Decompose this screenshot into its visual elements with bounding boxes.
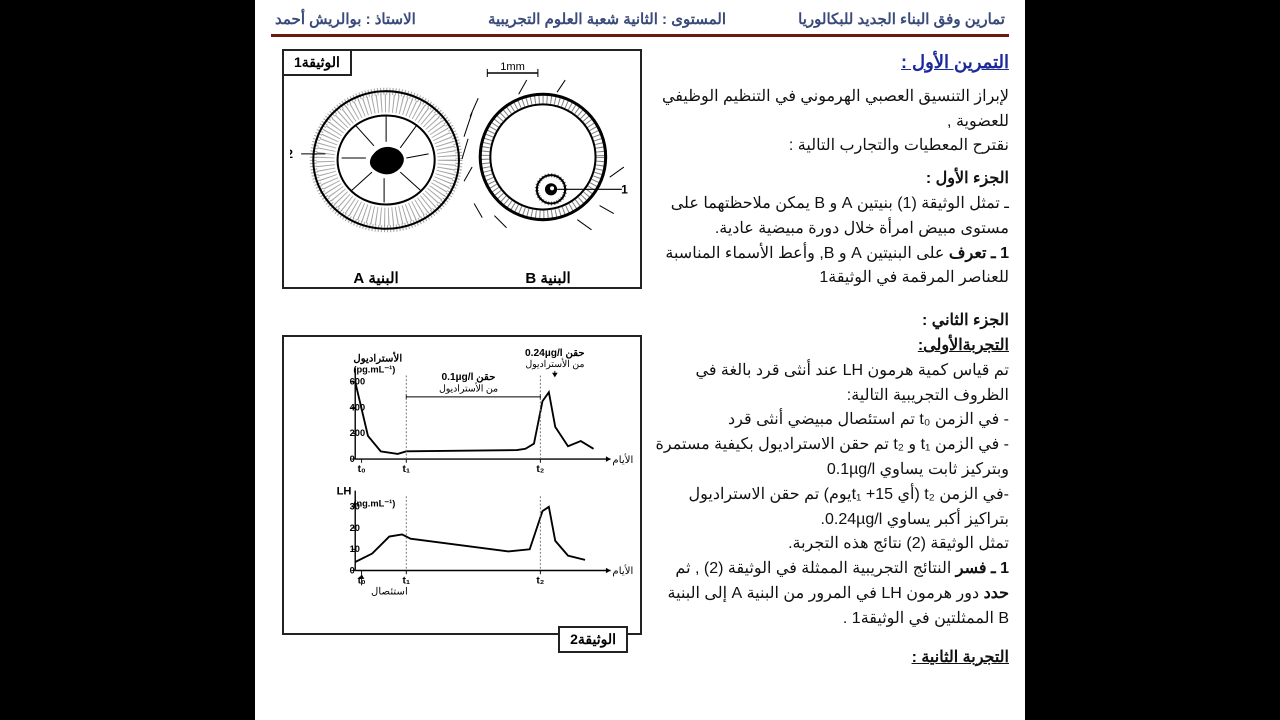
svg-text:t₁: t₁ [402, 576, 410, 587]
p2-q1-verb2: حدد [984, 585, 1009, 602]
exercise-title: التمرين الأول : [654, 49, 1009, 77]
svg-text:t₂: t₂ [536, 576, 544, 587]
p2-line5: تمثل الوثيقة (2) نتائج هذه التجربة. [654, 532, 1009, 557]
svg-text:10: 10 [350, 544, 360, 554]
svg-text:0: 0 [350, 454, 355, 464]
svg-text:(pg.mL⁻¹): (pg.mL⁻¹) [353, 365, 395, 375]
svg-text:من الأستراديول: من الأستراديول [439, 382, 498, 394]
marker-1: 1 [621, 182, 628, 196]
svg-text:حقن 0.1µg/l: حقن 0.1µg/l [441, 372, 495, 383]
svg-text:t₀: t₀ [358, 464, 366, 475]
svg-text:30: 30 [350, 502, 360, 512]
intro-line-1: لإبراز التنسيق العصبي الهرموني في التنظي… [654, 85, 1009, 135]
figure-2-label: الوثيقة2 [558, 626, 628, 653]
figure-1-svg: 1mm [290, 57, 634, 267]
p2-q1: 1 ـ فسر النتائج التجريبية الممثلة في الو… [654, 557, 1009, 631]
svg-text:t₁: t₁ [402, 464, 410, 475]
svg-text:الأستراديول: الأستراديول [353, 353, 402, 365]
p2-q1-rest: دور هرمون LH في المرور من البنية A إلى ا… [668, 585, 1009, 627]
part1-line1: ـ تمثل الوثيقة (1) بنيتين A و B يمكن ملا… [654, 192, 1009, 242]
p2-line1: تم قياس كمية هرمون LH عند أنثى قرد بالغة… [654, 359, 1009, 409]
svg-text:الأيام: الأيام [612, 565, 633, 577]
svg-text:t₂: t₂ [536, 464, 544, 475]
header-teacher: الاستاذ : بوالريش أحمد [275, 10, 416, 28]
svg-text:من الأستراديول: من الأستراديول [525, 358, 584, 370]
part1-heading: الجزء الأول : [654, 167, 1009, 192]
page-header: تمارين وفق البناء الجديد للبكالوريا المس… [271, 8, 1009, 32]
experiment1-heading: التجربةالأولى: [654, 334, 1009, 359]
svg-text:20: 20 [350, 523, 360, 533]
svg-text:LH: LH [337, 485, 352, 497]
experiment2-heading: التجربة الثانية : [654, 646, 1009, 671]
header-title: تمارين وفق البناء الجديد للبكالوريا [798, 10, 1005, 28]
document-page: تمارين وفق البناء الجديد للبكالوريا المس… [255, 0, 1025, 720]
marker-2: 2 [290, 147, 293, 161]
svg-text:200: 200 [350, 428, 365, 438]
text-column: التمرين الأول : لإبراز التنسيق العصبي ال… [654, 49, 1009, 670]
caption-A: البنية A [353, 269, 398, 287]
svg-text:0: 0 [350, 565, 355, 575]
header-level: المستوى : الثانية شعبة العلوم التجريبية [488, 10, 726, 28]
caption-B: البنية B [525, 269, 570, 287]
intro-line-2: نقترح المعطيات والتجارب التالية : [654, 134, 1009, 159]
svg-text:حقن 0.24µg/l: حقن 0.24µg/l [525, 348, 585, 359]
figures-column: الوثيقة1 1mm [282, 49, 642, 670]
p2-line4: -في الزمن t₂ (أي t₁ +15يوم) تم حقن الاست… [654, 483, 1009, 533]
figure-2-svg: حقن 0.24µg/lمن الأستراديولحقن 0.1µg/lمن … [290, 343, 634, 603]
figure-1-label: الوثيقة1 [282, 49, 352, 76]
figure-1-captions: البنية B البنية A [290, 267, 634, 287]
figure-1: الوثيقة1 1mm [282, 49, 642, 289]
header-rule [271, 34, 1009, 37]
scale-text: 1mm [500, 61, 525, 73]
svg-text:الأيام: الأيام [612, 454, 633, 466]
letterbox-left [0, 0, 255, 720]
svg-text:600: 600 [350, 377, 365, 387]
p2-line3: - في الزمن t₁ و t₂ تم حقن الاستراديول بك… [654, 433, 1009, 483]
part2-heading: الجزء الثاني : [654, 309, 1009, 334]
p2-q1-mid: النتائج التجريبية الممثلة في الوثيقة (2)… [675, 560, 955, 577]
p2-line2: - في الزمن t₀ تم استئصال مبيضي أنثى قرد [654, 408, 1009, 433]
p2-q1-verb1: 1 ـ فسر [956, 560, 1009, 577]
figure-2: حقن 0.24µg/lمن الأستراديولحقن 0.1µg/lمن … [282, 335, 642, 635]
letterbox-right [1025, 0, 1280, 720]
part1-q1: 1 ـ تعرف على البنيتين A و B, وأعط الأسما… [654, 242, 1009, 292]
svg-text:استئصال: استئصال [371, 587, 408, 598]
part1-q1-verb: 1 ـ تعرف [949, 245, 1009, 262]
